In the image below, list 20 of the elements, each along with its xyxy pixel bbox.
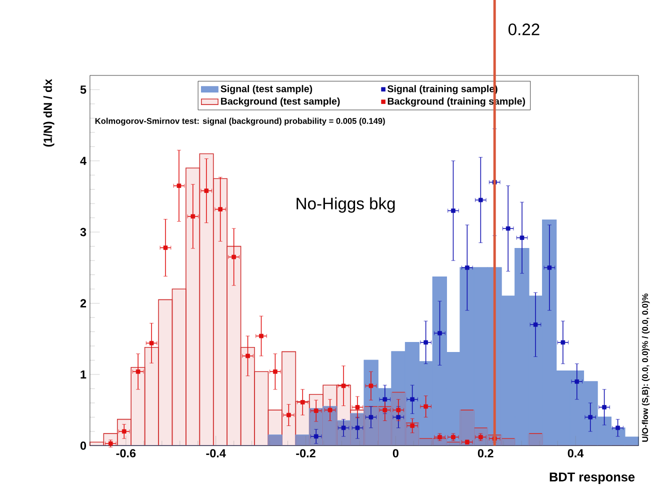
- y-tick-label: 4: [80, 157, 86, 166]
- ref-line-label: 0.22: [508, 24, 540, 36]
- x-tick-label: -0.4: [206, 449, 226, 458]
- text: U/O-flow (S,B): (0.0, 0.0)% / (0.0, 0.0)%: [642, 294, 650, 442]
- legend-label: Signal (test sample): [220, 85, 312, 94]
- x-tick-label: -0.6: [116, 449, 136, 458]
- y-tick-label: 0: [80, 442, 86, 450]
- y-axis-title: (1/N) dN / dx: [43, 79, 54, 147]
- y-tick-label: 1: [80, 370, 86, 379]
- annotation: Kolmogorov-Smirnov test: signal (background) probability = 0.005 (0.149): [95, 118, 385, 126]
- x-tick-label: 0.2: [478, 449, 494, 458]
- y-tick-label: 5: [80, 86, 86, 94]
- x-tick-label: 0.4: [568, 449, 584, 458]
- y-tick-label: 3: [80, 228, 86, 236]
- x-tick-label: -0.2: [296, 449, 316, 458]
- x-tick-label: 0: [392, 449, 398, 458]
- x-axis-title: BDT response: [550, 472, 635, 484]
- y-tick-label: 2: [80, 299, 86, 308]
- legend-label: Background (test sample): [221, 98, 340, 107]
- annotation: No-Higgs bkg: [296, 198, 395, 213]
